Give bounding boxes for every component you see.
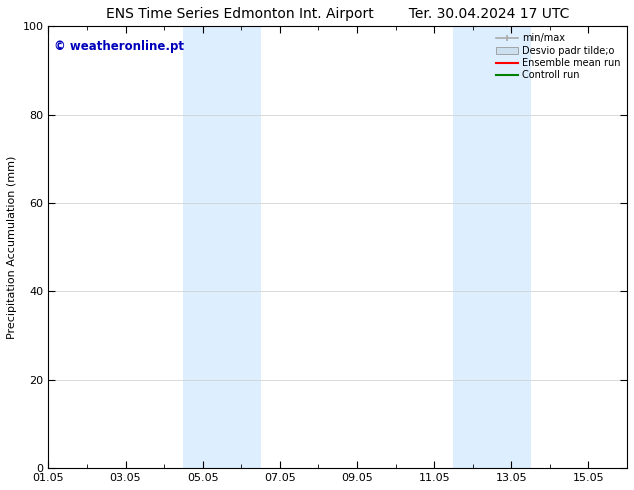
Bar <box>183 26 261 468</box>
Title: ENS Time Series Edmonton Int. Airport        Ter. 30.04.2024 17 UTC: ENS Time Series Edmonton Int. Airport Te… <box>106 7 569 21</box>
Bar <box>453 26 531 468</box>
Text: © weatheronline.pt: © weatheronline.pt <box>54 40 184 52</box>
Legend: min/max, Desvio padr tilde;o, Ensemble mean run, Controll run: min/max, Desvio padr tilde;o, Ensemble m… <box>493 29 624 84</box>
Y-axis label: Precipitation Accumulation (mm): Precipitation Accumulation (mm) <box>7 155 17 339</box>
